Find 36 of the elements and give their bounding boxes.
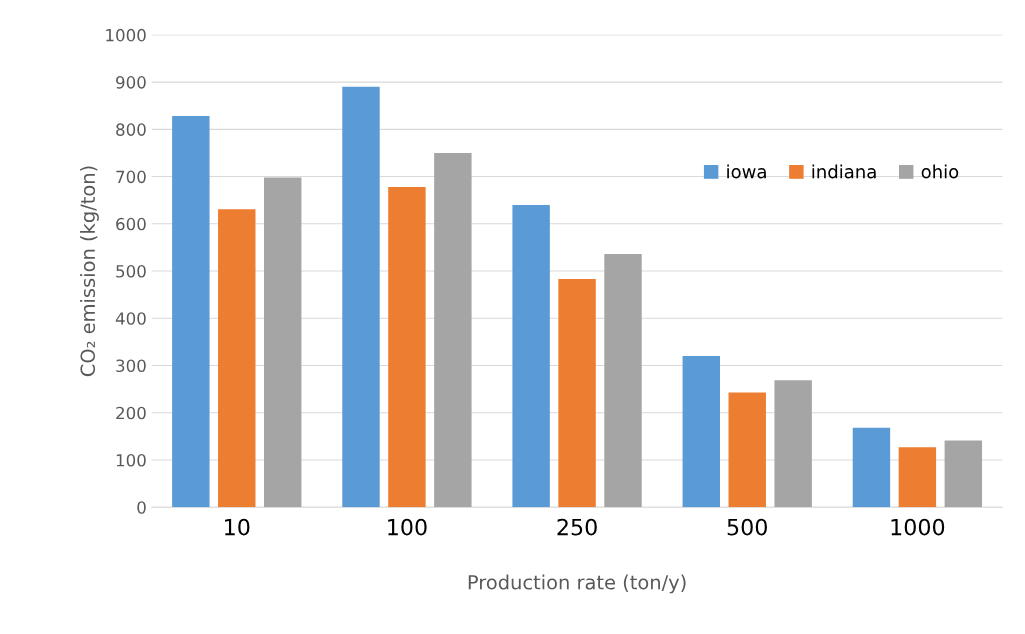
bar — [728, 392, 766, 508]
bar — [558, 279, 596, 508]
y-tick-label: 0 — [137, 501, 146, 514]
bar — [218, 209, 256, 508]
bar — [944, 440, 983, 508]
y-tick-label: 800 — [116, 123, 146, 136]
y-tick-label: 200 — [116, 406, 146, 420]
legend-label: iowa — [727, 164, 766, 179]
y-tick-label: 600 — [116, 217, 146, 231]
y-tick-label: 300 — [116, 359, 146, 373]
y-tick-label: 900 — [116, 76, 146, 89]
x-tick-label: 10 — [225, 518, 250, 536]
bar — [898, 447, 937, 508]
bar — [388, 186, 426, 508]
legend-label: ohio — [921, 164, 959, 179]
legend-label: indiana — [812, 164, 876, 179]
y-tick-label: 700 — [116, 170, 146, 184]
x-tick-label: 100 — [388, 518, 427, 536]
bar — [172, 116, 210, 508]
x-tick-label: 500 — [727, 518, 767, 536]
bar — [264, 177, 302, 508]
bar — [434, 152, 472, 508]
bar — [682, 356, 720, 508]
bar — [342, 86, 380, 508]
y-tick-label: 400 — [115, 312, 146, 325]
x-axis-title: Production rate (ton/y) — [468, 574, 686, 594]
bar — [852, 427, 891, 508]
y-tick-label: 1000 — [106, 28, 146, 42]
y-axis-title: CO₂ emission (kg/ton) — [80, 166, 99, 377]
x-tick-label: 1000 — [891, 518, 945, 536]
y-tick-label: 500 — [116, 265, 146, 278]
bar — [512, 204, 550, 508]
x-tick-label: 250 — [557, 518, 597, 536]
bar — [604, 254, 642, 508]
bar — [774, 380, 812, 508]
y-tick-label: 100 — [116, 453, 146, 467]
